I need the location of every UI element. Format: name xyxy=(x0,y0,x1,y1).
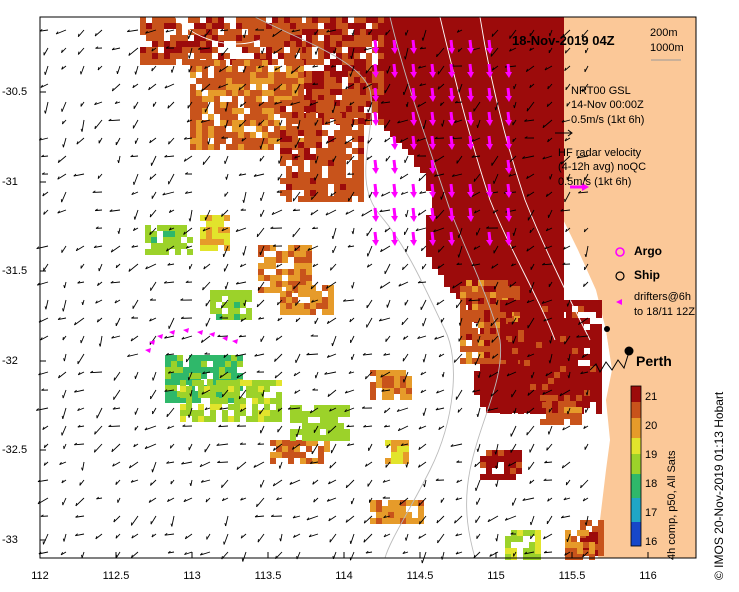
hf-radar-vectors xyxy=(372,39,512,246)
drifters-legend-line2: to 18/11 12Z xyxy=(634,306,695,318)
x-tick-label: 113.5 xyxy=(254,570,282,582)
x-tick-label: 114.5 xyxy=(406,570,434,582)
gsl-scale-label: 0.5m/s (1kt 6h) xyxy=(571,113,645,126)
x-tick-label: 112 xyxy=(31,570,49,582)
perth-marker xyxy=(624,346,634,356)
map-title: 18-Nov-2019 04Z xyxy=(512,33,615,48)
drifter-icon xyxy=(616,299,622,305)
perth-label: Perth xyxy=(636,353,672,369)
ship-legend-label: Ship xyxy=(634,268,660,282)
gsl-model-label: NRT00 GSL xyxy=(571,85,631,97)
legend-icons xyxy=(555,59,681,305)
hf-title-label: HF radar velocity xyxy=(558,147,642,159)
markers xyxy=(589,326,634,374)
y-tick-label: -32 xyxy=(2,355,18,367)
gsl-legend: NRT00 GSL 14-Nov 00:00Z 0.5m/s (1kt 6h) xyxy=(571,84,644,127)
colorbar-tick: 16 xyxy=(645,536,658,548)
contour-label-1000m: 1000m xyxy=(650,42,684,54)
colorbar-title: 4h comp, p50, All Sats xyxy=(666,450,678,560)
colorbar-tick: 19 xyxy=(645,449,658,461)
colorbar xyxy=(630,385,642,547)
ship-icon xyxy=(615,271,625,281)
y-tick-label: -30.5 xyxy=(2,86,28,98)
argo-legend-label: Argo xyxy=(634,244,662,258)
x-tick-label: 115.5 xyxy=(558,570,586,582)
x-tick-label: 113 xyxy=(183,570,201,582)
credit-label: © IMOS 20-Nov-2019 01:13 Hobart xyxy=(712,391,726,580)
drifters-legend-line1: drifters@6h xyxy=(634,291,692,303)
y-tick-label: -31.5 xyxy=(2,265,28,277)
contour-label-200m: 200m xyxy=(650,27,678,39)
current-vectors xyxy=(36,28,589,564)
y-tick-label: -32.5 xyxy=(2,444,28,456)
hf-legend: HF radar velocity (4-12h avg) noQC 0.5m/… xyxy=(558,146,646,189)
axes xyxy=(39,16,697,559)
hf-sub-label: (4-12h avg) noQC xyxy=(558,161,647,174)
colorbar-tick: 18 xyxy=(645,478,658,490)
sst-field xyxy=(140,17,604,560)
colorbar-tick: 21 xyxy=(645,391,658,403)
argo-icon xyxy=(615,247,625,257)
x-tick-label: 114 xyxy=(335,570,353,582)
x-tick-label: 116 xyxy=(639,570,657,582)
y-tick-label: -31 xyxy=(2,176,18,188)
hf-scale-label: 0.5m/s (1kt 6h) xyxy=(558,175,632,188)
x-tick-label: 112.5 xyxy=(102,570,130,582)
colorbar-tick: 17 xyxy=(645,507,658,519)
y-tick-label: -33 xyxy=(2,534,18,546)
ship-position-marker xyxy=(604,326,610,332)
x-tick-label: 115 xyxy=(487,570,505,582)
drifter-track xyxy=(145,328,238,353)
gsl-time-label: 14-Nov 00:00Z xyxy=(571,99,644,112)
colorbar-tick: 20 xyxy=(645,420,658,432)
